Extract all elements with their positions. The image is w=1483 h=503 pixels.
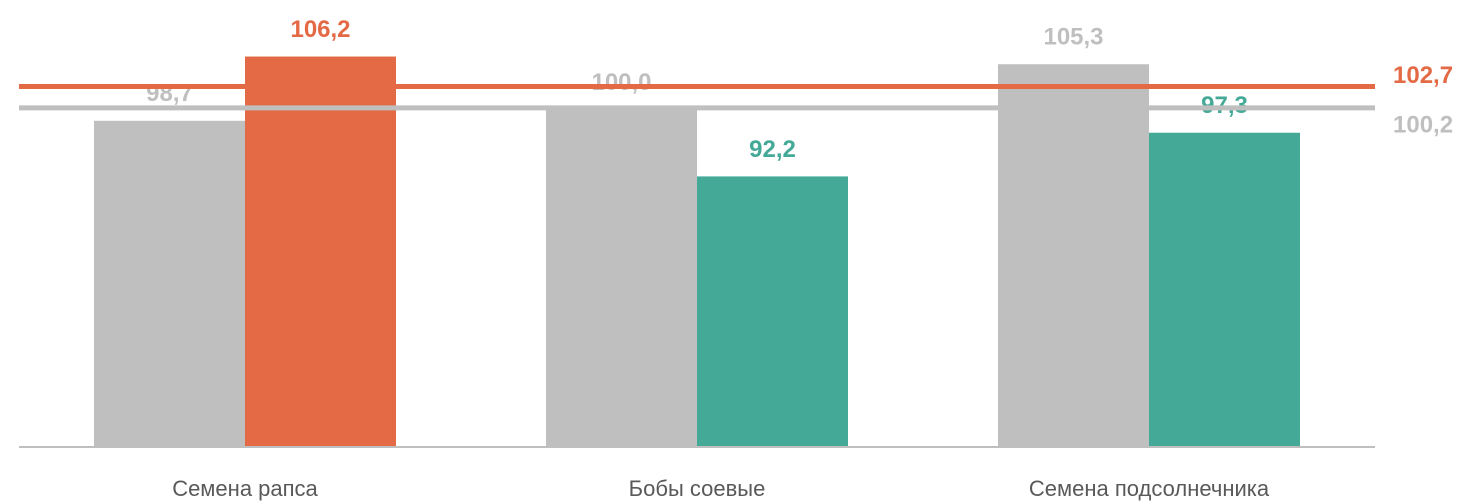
value-label: 92,2 (749, 136, 796, 163)
value-label: 100,0 (591, 69, 651, 96)
bar (998, 64, 1149, 448)
bar (94, 120, 245, 448)
reference-label: 100,2 (1393, 111, 1453, 138)
value-label: 105,3 (1043, 24, 1103, 51)
bar (697, 176, 848, 448)
x-tick-label: Семена подсолнечника (1029, 476, 1270, 501)
value-label: 106,2 (290, 16, 350, 43)
x-tick-label: Бобы соевые (629, 476, 766, 501)
bar (245, 56, 396, 448)
x-tick-label: Семена рапса (172, 476, 318, 501)
reference-label: 102,7 (1393, 62, 1453, 89)
bar (1149, 132, 1300, 448)
bar (546, 109, 697, 447)
